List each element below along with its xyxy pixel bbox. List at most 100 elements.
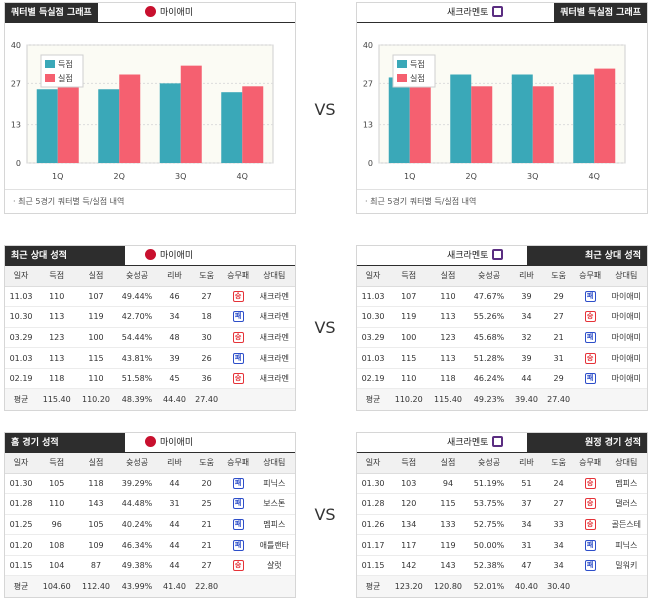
table-row: 10.30 119 113 55.26% 34 27 승 마이애미 — [357, 306, 647, 328]
table-cell: 27 — [542, 306, 575, 328]
table-cell: 01.28 — [357, 493, 390, 515]
bar-allowed — [119, 74, 141, 163]
table-cell: 새크라멘 — [253, 347, 295, 369]
table-cell: 27 — [190, 555, 223, 577]
average-cell: 27.40 — [190, 388, 223, 410]
table-cell: 54.44% — [115, 327, 159, 349]
table-cell: 105 — [37, 473, 77, 495]
result-badge: 패 — [232, 498, 244, 510]
table-cell: 110 — [37, 493, 77, 515]
result-badge: 승 — [232, 331, 244, 343]
average-cell: 43.99% — [115, 575, 159, 597]
table-cell: 52.38% — [467, 555, 511, 577]
average-cell — [253, 575, 295, 597]
table-cell: 34 — [542, 534, 575, 556]
column-header: 승무패 — [574, 453, 606, 474]
table-cell: 45.68% — [467, 327, 511, 349]
table-header-row: 일자 득점 실점 슛성공 리바 도움 승무패 상대팀 — [357, 453, 647, 474]
table-cell: 107 — [76, 286, 116, 308]
table-cell: 51.19% — [467, 473, 511, 495]
column-header: 실점 — [76, 453, 116, 474]
left-recent-table: 일자 득점 실점 슛성공 리바 도움 승무패 상대팀 11.03 110 107 49.44% 46 2… — [5, 266, 295, 410]
left-recent-panel: 최근 상대 성적 마이애미 일자 득점 실점 슛성공 리바 도움 승무패 상대팀 11.03 1… — [4, 245, 296, 411]
table-row: 03.29 123 100 54.44% 48 30 승 새크라멘 — [5, 327, 295, 349]
result-badge: 패 — [232, 477, 244, 489]
y-tick-label: 27 — [11, 79, 21, 88]
table-cell: 25 — [190, 493, 223, 515]
right-recent-team: 새크라멘토 — [447, 251, 489, 261]
right-chart-header: 새크라멘토 쿼터별 득실점 그래프 — [357, 3, 647, 23]
bar-scored — [388, 77, 410, 163]
table-cell: 110 — [37, 286, 77, 308]
x-tick-label: 3Q — [175, 172, 186, 181]
table-cell: 31 — [510, 534, 543, 556]
table-cell: 03.29 — [5, 327, 38, 349]
table-cell: 142 — [389, 555, 429, 577]
right-recent-panel: 새크라멘토 최근 상대 성적 일자 득점 실점 슛성공 리바 도움 승무패 상대팀 11.03… — [356, 245, 648, 411]
table-cell: 51.58% — [115, 368, 159, 390]
table-cell: 34 — [542, 555, 575, 577]
table-row: 01.17 117 119 50.00% 31 34 패 피닉스 — [357, 534, 647, 556]
table-row: 11.03 107 110 47.67% 39 29 패 마이애미 — [357, 286, 647, 308]
table-cell: 45 — [158, 368, 191, 390]
table-cell: 113 — [428, 306, 468, 328]
bar-allowed — [242, 86, 264, 163]
average-cell: 44.40 — [158, 388, 191, 410]
table-header-row: 일자 득점 실점 슛성공 리바 도움 승무패 상대팀 — [5, 266, 295, 287]
table-cell: 134 — [389, 514, 429, 536]
table-cell: 37 — [510, 493, 543, 515]
right-away-panel: 새크라멘토 원정 경기 성적 일자 득점 실점 슛성공 리바 도움 승무패 상대팀 01.30… — [356, 432, 648, 598]
result-badge: 패 — [232, 311, 244, 323]
table-cell: 27 — [190, 286, 223, 308]
table-cell: 32 — [510, 327, 543, 349]
table-cell: 119 — [428, 534, 468, 556]
column-header: 득점 — [37, 453, 77, 474]
table-cell: 24 — [542, 473, 575, 495]
table-cell: 멤피스 — [605, 473, 647, 495]
table-cell: 110 — [428, 286, 468, 308]
table-cell: 44 — [158, 514, 191, 536]
right-recent-table: 일자 득점 실점 슛성공 리바 도움 승무패 상대팀 11.03 107 110 47.67% 39 2… — [357, 266, 647, 410]
right-away-title: 원정 경기 성적 — [527, 433, 647, 453]
average-cell: 52.01% — [467, 575, 511, 597]
table-cell: 20 — [190, 473, 223, 495]
result-badge: 승 — [584, 498, 596, 510]
table-cell: 42.70% — [115, 306, 159, 328]
table-cell: 밀워키 — [605, 555, 647, 577]
table-cell: 02.19 — [357, 368, 390, 390]
column-header: 상대팀 — [253, 453, 295, 474]
column-header: 상대팀 — [253, 266, 295, 287]
left-recent-team: 마이애미 — [160, 251, 194, 261]
right-recent-title: 최근 상대 성적 — [527, 246, 647, 266]
y-tick-label: 0 — [368, 159, 373, 168]
table-cell: 31 — [158, 493, 191, 515]
table-cell: 43.81% — [115, 347, 159, 369]
average-cell: 123.20 — [389, 575, 429, 597]
bar-scored — [511, 74, 533, 163]
kings-logo-icon — [492, 6, 504, 17]
table-row: 02.19 110 118 46.24% 44 29 패 마이애미 — [357, 368, 647, 390]
table-cell: 96 — [37, 514, 77, 536]
bar-scored — [159, 83, 181, 163]
column-header: 일자 — [357, 453, 390, 474]
table-cell: 113 — [428, 347, 468, 369]
table-cell: 댈러스 — [605, 493, 647, 515]
column-header: 실점 — [428, 266, 468, 287]
table-row: 01.28 120 115 53.75% 37 27 승 댈러스 — [357, 493, 647, 515]
table-cell: 26 — [190, 347, 223, 369]
bar-allowed — [57, 77, 79, 163]
table-row: 01.25 96 105 40.24% 44 21 패 멤피스 — [5, 514, 295, 536]
average-cell: 40.40 — [510, 575, 543, 597]
table-cell: 44 — [158, 555, 191, 577]
left-home-team: 마이애미 — [160, 438, 194, 448]
average-cell: 30.40 — [542, 575, 575, 597]
table-cell: 46 — [158, 286, 191, 308]
table-row: 01.03 113 115 43.81% 39 26 패 새크라멘 — [5, 347, 295, 369]
table-row: 10.30 113 119 42.70% 34 18 패 새크라멘 — [5, 306, 295, 328]
table-cell: 113 — [37, 347, 77, 369]
column-header: 슛성공 — [467, 453, 511, 474]
y-tick-label: 40 — [363, 41, 373, 50]
x-tick-label: 1Q — [404, 172, 415, 181]
